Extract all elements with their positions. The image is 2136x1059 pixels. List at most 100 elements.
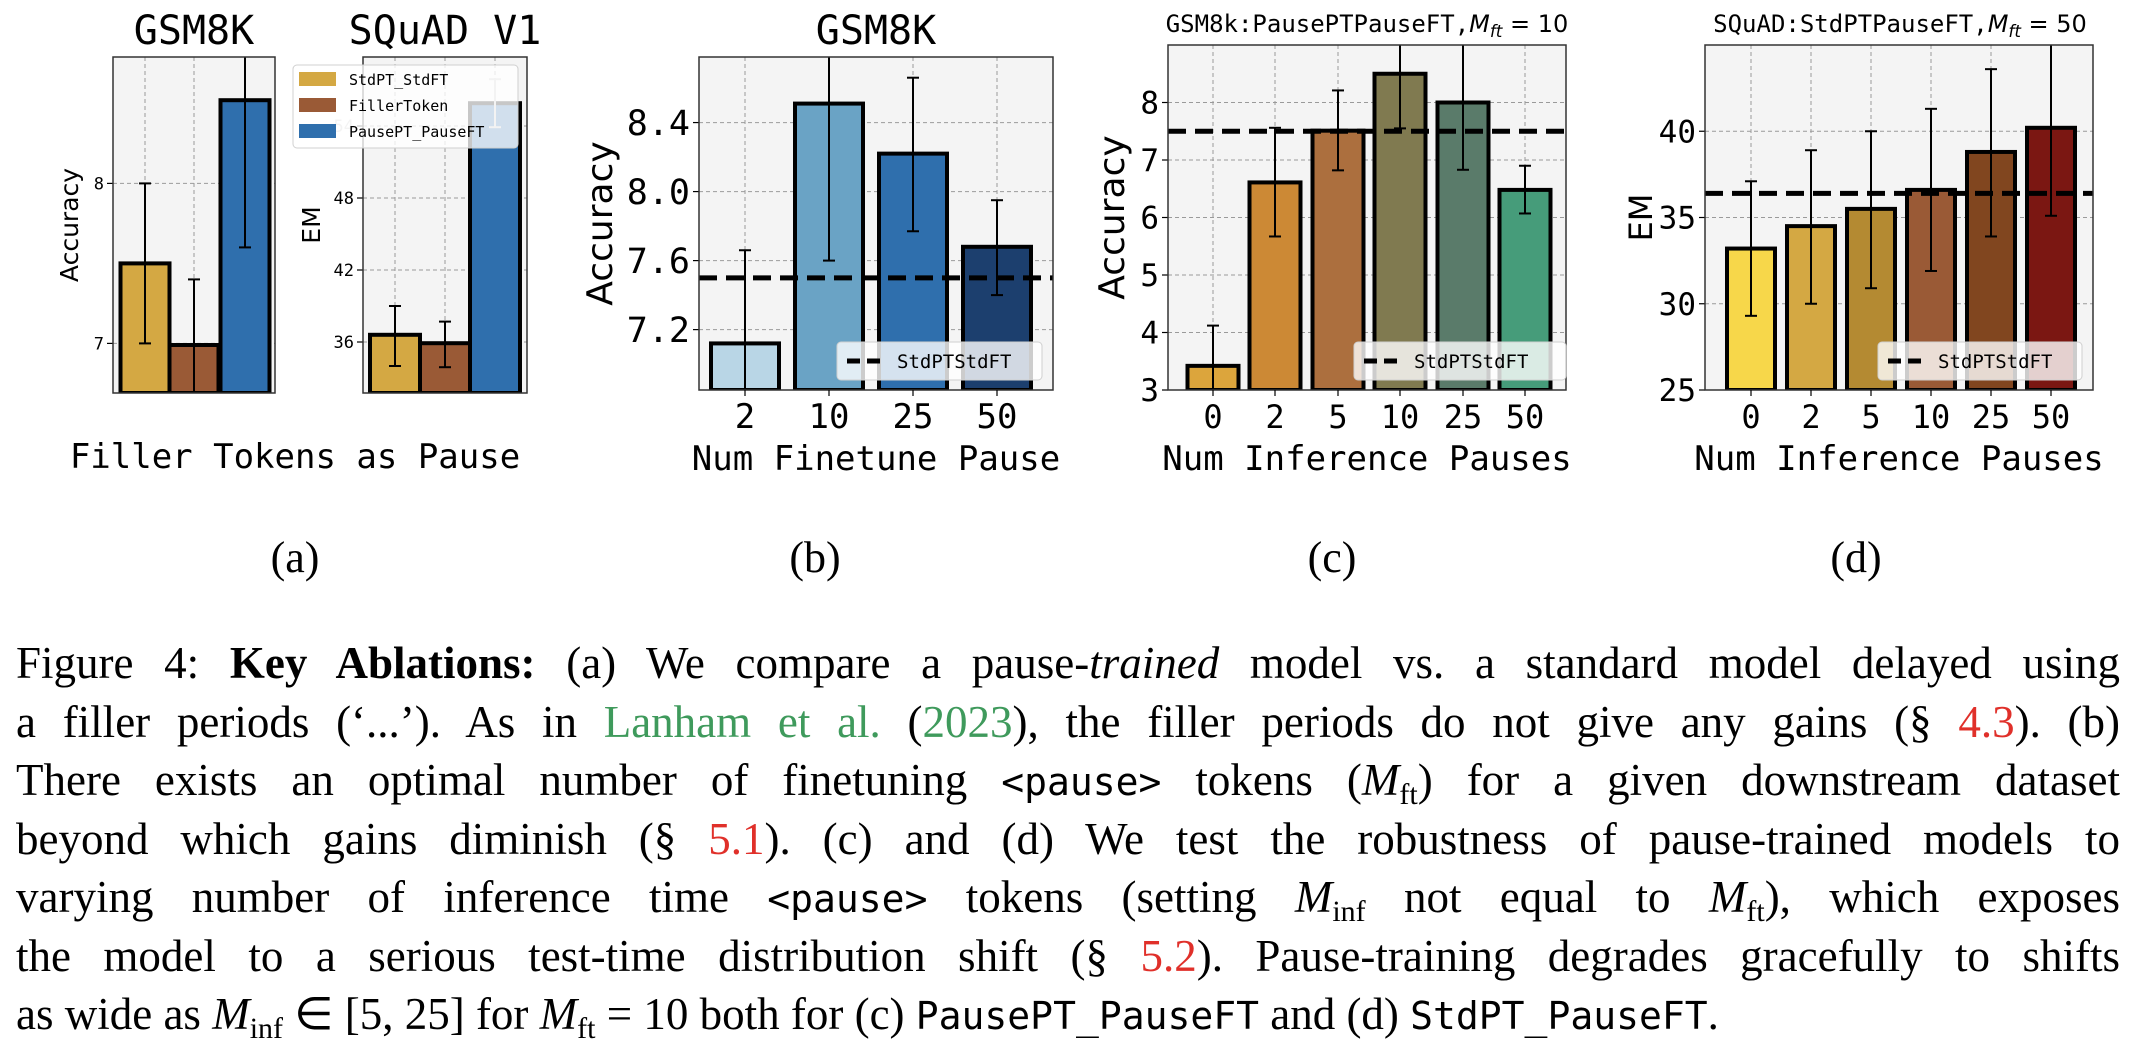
x-axis-label: Num Finetune Pause — [692, 439, 1060, 479]
caption-text: and (d) — [1258, 989, 1411, 1039]
caption-text: ) for a given downstream dataset — [1417, 755, 2120, 805]
x-axis-label: Num Inference Pauses — [1694, 439, 2103, 479]
x-tick-label: 25 — [1972, 398, 2011, 436]
section-reference-link[interactable]: 5.1 — [708, 813, 765, 864]
title-value: = 50 — [2021, 10, 2087, 38]
y-tick-label: 35 — [1659, 201, 1696, 237]
caption-text: ), which exposes — [1764, 872, 2120, 922]
legend-label: FillerToken — [349, 97, 448, 115]
legend-swatch — [299, 98, 336, 112]
x-tick-label: 10 — [1381, 398, 1420, 436]
caption-text: tokens (setting — [927, 872, 1295, 922]
caption-text: tokens ( — [1161, 755, 1362, 805]
caption-line: varying number of inference time <pause>… — [16, 868, 2120, 928]
subfigure-label: (a) — [271, 533, 320, 582]
y-tick-label: 7.6 — [627, 242, 690, 282]
x-tick-label: 10 — [809, 397, 850, 437]
caption-text: model vs. a standard model delayed using — [1219, 638, 2120, 688]
x-tick-label: 2 — [735, 397, 755, 437]
legend-panel-a: StdPT_StdFT FillerToken PausePT_PauseFT — [292, 64, 519, 149]
error-bar — [2045, 45, 2057, 217]
y-axis-label: Accuracy — [55, 168, 84, 282]
x-tick-label: 25 — [893, 397, 934, 437]
caption-text: . — [1707, 989, 1719, 1039]
citation-link[interactable]: 2023 — [922, 696, 1013, 747]
caption-code-text: <pause> — [767, 877, 928, 921]
caption-text: There exists an optimal number of finetu… — [16, 755, 1002, 805]
y-tick-label: 3 — [1140, 373, 1159, 409]
caption-math-subscript: inf — [1332, 895, 1366, 928]
legend-swatch — [299, 72, 336, 86]
y-tick-label: 30 — [1659, 287, 1696, 323]
y-axis-label: Accuracy — [580, 141, 621, 305]
plot-frame — [112, 56, 276, 394]
caption-text: a filler periods (‘...’). As in — [16, 696, 604, 747]
title-subscript: ft — [1490, 21, 1504, 41]
y-tick-label: 6 — [1140, 201, 1159, 237]
error-bar — [239, 57, 251, 249]
subfigure-label: (d) — [1830, 533, 1881, 582]
y-tick-label: 5 — [1140, 258, 1159, 294]
caption-text: beyond which gains diminish (§ — [16, 813, 709, 864]
caption-text: ∈ [5, 25] for — [283, 989, 540, 1039]
figure-4-charts: 78GSM8KAccuracy36424854SQuAD V1EM7.27.68… — [55, 8, 2104, 582]
caption-math-variable: M — [1708, 872, 1747, 922]
caption-text: ). (b) — [2014, 696, 2121, 747]
caption-line: beyond which gains diminish (§ 5.1). (c)… — [16, 810, 2120, 869]
error-bar — [188, 278, 200, 393]
plot-frame — [362, 56, 528, 394]
error-bar — [1269, 126, 1281, 238]
y-tick-label: 8.0 — [627, 173, 690, 213]
caption-line: Figure 4: Key Ablations: (a) We compare … — [16, 634, 2120, 693]
y-tick-label: 40 — [1659, 114, 1696, 150]
error-bar — [1519, 164, 1531, 215]
bars — [118, 98, 272, 393]
caption-text: ). Pause-training degrades gracefully to… — [1196, 930, 2120, 981]
legend-box — [1353, 341, 1567, 381]
section-reference-link[interactable]: 5.2 — [1140, 930, 1197, 981]
error-bar — [1207, 324, 1219, 390]
plot-frame — [698, 56, 1054, 391]
caption-text: ). (c) and (d) We test the robustness of… — [764, 813, 2120, 864]
error-bar — [1865, 130, 1877, 290]
legend-box — [836, 341, 1043, 381]
caption-text: = 10 both for (c) — [595, 989, 916, 1039]
y-tick-label: 7 — [1140, 143, 1159, 179]
caption-math-subscript: ft — [1746, 895, 1765, 928]
caption-italic-text: trained — [1089, 638, 1220, 688]
caption-text: not equal to — [1365, 872, 1709, 922]
y-tick-label: 8 — [94, 175, 104, 195]
title-subscript: ft — [2008, 21, 2022, 41]
caption-text: as wide as — [16, 989, 213, 1039]
legend-box — [292, 64, 519, 149]
error-bar — [991, 199, 1003, 297]
error-bar — [1332, 89, 1344, 172]
section-reference-link[interactable]: 4.3 — [1958, 696, 2015, 747]
chart-title: SQuAD:StdPTPauseFT,Mft = 50 — [1713, 10, 2087, 41]
chart-title: GSM8K — [816, 8, 936, 54]
y-axis-label: EM — [1622, 194, 1660, 242]
chart-title: GSM8k:PausePTPauseFT,Mft = 10 — [1166, 10, 1569, 41]
caption-math-variable: M — [1361, 755, 1400, 805]
caption-code-text: PausePT_PauseFT — [915, 994, 1259, 1038]
caption-math-subscript: ft — [1399, 778, 1418, 811]
error-bar — [1805, 149, 1817, 305]
y-tick-label: 7 — [94, 335, 104, 355]
title-text: SQuAD:StdPTPauseFT, — [1713, 10, 1988, 38]
error-bar — [907, 76, 919, 233]
caption-line: a filler periods (‘...’). As in Lanham e… — [16, 693, 2120, 752]
x-axis-label: Num Inference Pauses — [1162, 439, 1571, 479]
y-tick-label: 25 — [1659, 373, 1696, 409]
caption-math-variable: M — [1294, 872, 1333, 922]
title-var: M — [1469, 10, 1490, 38]
caption-math-subscript: ft — [577, 1012, 596, 1045]
caption-text: varying number of inference time — [16, 872, 768, 922]
citation-link[interactable]: Lanham et al. — [603, 696, 881, 747]
legend-stdptstdft: StdPTStdFT — [1353, 341, 1567, 381]
subfigure-label: (b) — [789, 533, 840, 582]
x-tick-label: 10 — [1912, 398, 1951, 436]
error-bar — [823, 57, 835, 262]
